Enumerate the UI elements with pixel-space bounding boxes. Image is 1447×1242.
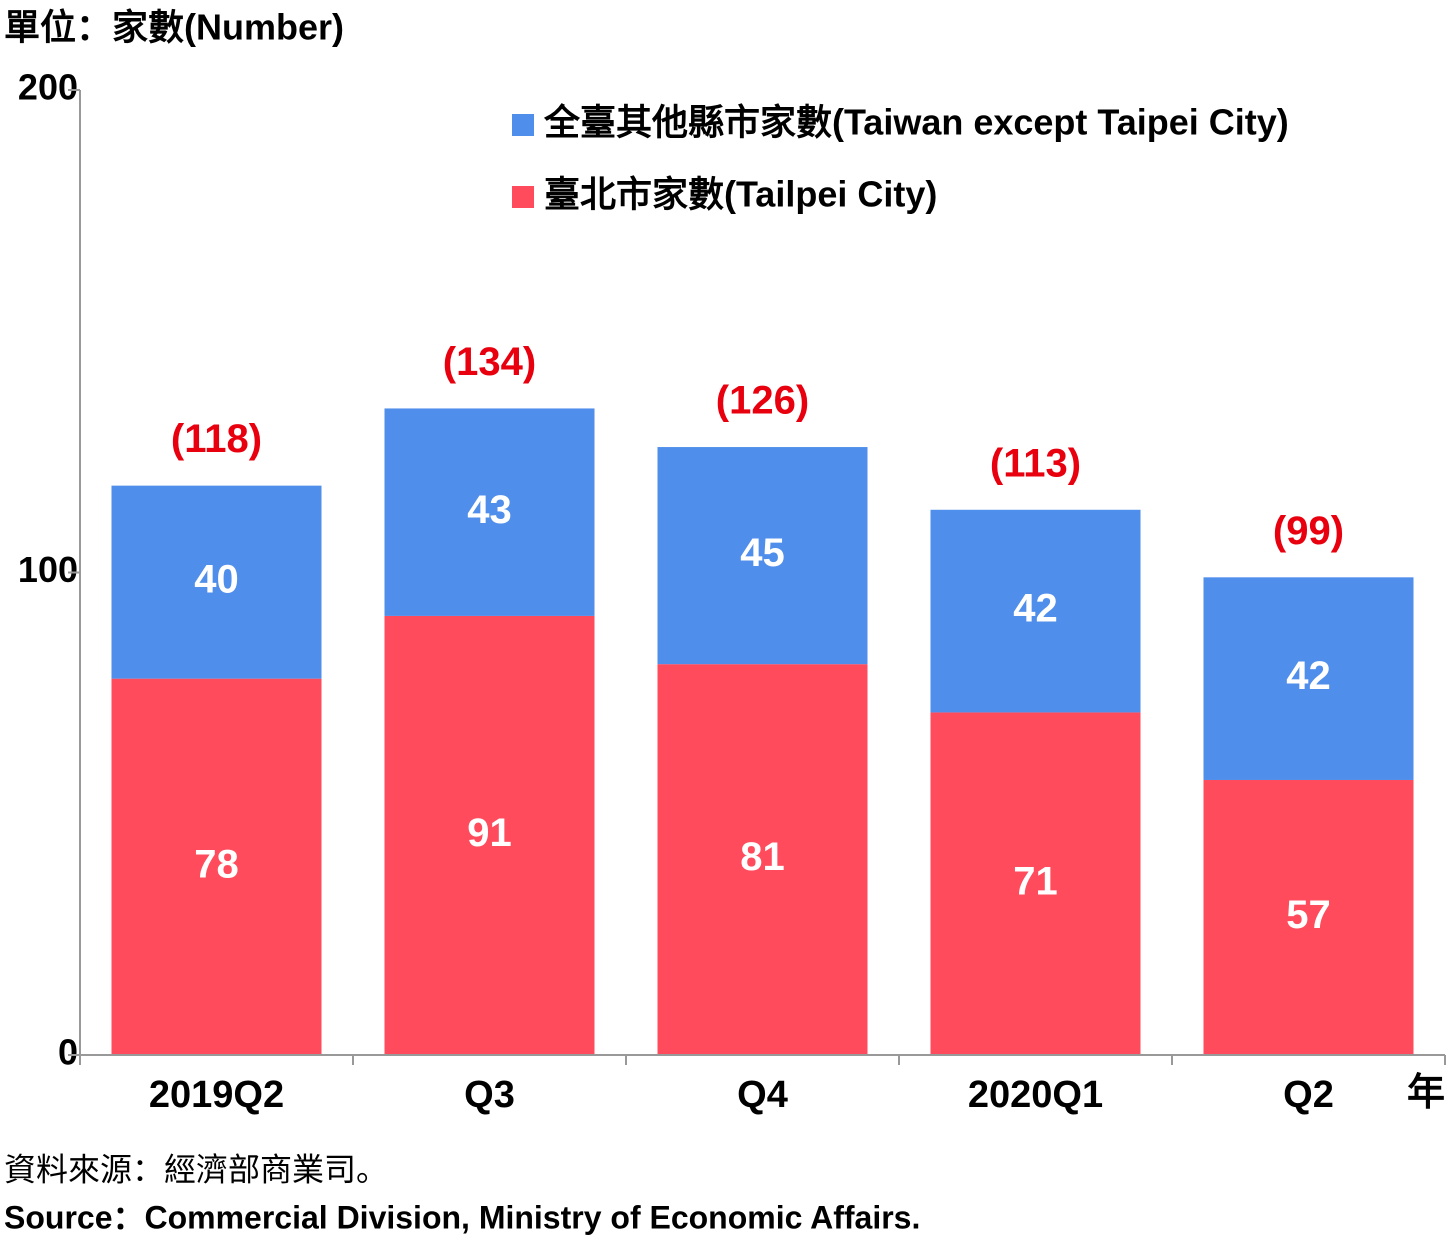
bar-segment <box>111 678 322 1055</box>
legend-label: 臺北市家數(Tailpei City) <box>544 174 937 215</box>
value-label: 71 <box>1013 859 1058 903</box>
value-label: 81 <box>740 835 785 879</box>
value-label: 57 <box>1286 893 1331 937</box>
bar-segment <box>657 664 868 1055</box>
x-tick-label: Q2 <box>1283 1074 1334 1116</box>
bar-segment <box>384 408 595 616</box>
total-label: (118) <box>171 417 262 461</box>
total-label: (134) <box>443 340 536 384</box>
bar-segment <box>930 509 1141 713</box>
x-axis-unit: 年 <box>1407 1072 1445 1114</box>
legend-swatch <box>512 186 534 208</box>
x-tick-label: 2020Q1 <box>968 1074 1103 1116</box>
legend-swatch <box>512 114 534 136</box>
value-label: 42 <box>1013 587 1058 631</box>
x-tick-label: Q4 <box>737 1074 788 1116</box>
y-axis-label: 單位：家數(Number) <box>4 7 344 48</box>
source-line: Source：Commercial Division, Ministry of … <box>4 1199 920 1235</box>
x-tick-label: 2019Q2 <box>149 1074 284 1116</box>
source-line: 資料來源：經濟部商業司。 <box>4 1151 388 1187</box>
bar-segment <box>1203 577 1414 780</box>
value-label: 42 <box>1286 654 1331 698</box>
value-label: 43 <box>467 488 512 532</box>
bar-segment <box>111 485 322 679</box>
bar-segment <box>657 447 868 665</box>
value-label: 40 <box>194 558 239 602</box>
value-label: 78 <box>194 842 239 886</box>
total-label: (126) <box>716 379 809 423</box>
total-label: (113) <box>990 441 1081 485</box>
total-label: (99) <box>1273 509 1344 553</box>
x-tick-label: Q3 <box>464 1074 515 1116</box>
bar-segment <box>930 712 1141 1055</box>
value-label: 45 <box>740 531 785 575</box>
legend-label: 全臺其他縣市家數(Taiwan except Taipei City) <box>543 102 1289 143</box>
y-tick-label: 0 <box>58 1032 78 1073</box>
bar-segment <box>1203 779 1414 1055</box>
bar-segment <box>384 615 595 1055</box>
y-tick-label: 100 <box>18 549 78 590</box>
value-label: 91 <box>467 811 512 855</box>
y-tick-label: 200 <box>18 67 78 108</box>
